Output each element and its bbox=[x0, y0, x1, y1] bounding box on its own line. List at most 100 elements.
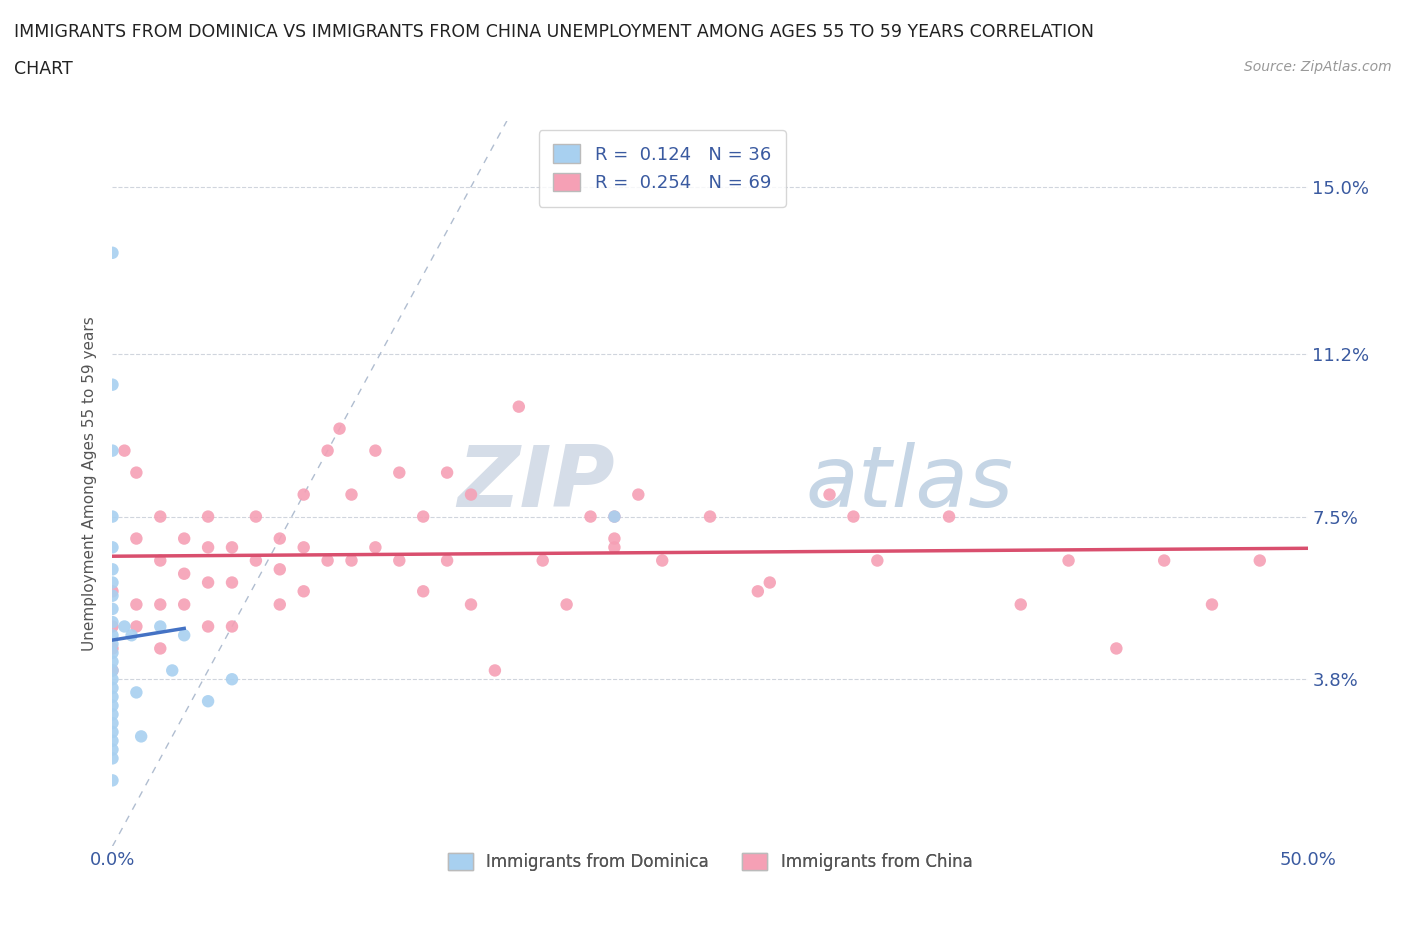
Point bbox=[101, 645, 124, 660]
Point bbox=[101, 641, 124, 656]
Point bbox=[759, 575, 782, 590]
Point bbox=[149, 509, 172, 524]
Point bbox=[101, 689, 124, 704]
Point bbox=[101, 584, 124, 599]
Point bbox=[101, 628, 124, 643]
Point bbox=[125, 531, 148, 546]
Point bbox=[460, 487, 482, 502]
Point bbox=[329, 421, 352, 436]
Point bbox=[1201, 597, 1223, 612]
Point bbox=[101, 671, 124, 686]
Point bbox=[149, 553, 172, 568]
Point bbox=[436, 553, 458, 568]
Point bbox=[101, 540, 124, 555]
Point bbox=[101, 707, 124, 722]
Point bbox=[101, 742, 124, 757]
Point bbox=[484, 663, 506, 678]
Point bbox=[197, 540, 219, 555]
Point bbox=[173, 566, 195, 581]
Point bbox=[364, 540, 387, 555]
Point bbox=[340, 487, 363, 502]
Point bbox=[579, 509, 602, 524]
Point bbox=[292, 540, 315, 555]
Point bbox=[101, 734, 124, 749]
Point bbox=[101, 773, 124, 788]
Point bbox=[173, 628, 195, 643]
Point bbox=[173, 531, 195, 546]
Point bbox=[1105, 641, 1128, 656]
Point bbox=[364, 444, 387, 458]
Point bbox=[125, 685, 148, 700]
Point bbox=[699, 509, 721, 524]
Point bbox=[197, 619, 219, 634]
Point bbox=[1010, 597, 1032, 612]
Point bbox=[101, 698, 124, 713]
Legend: Immigrants from Dominica, Immigrants from China: Immigrants from Dominica, Immigrants fro… bbox=[441, 846, 979, 878]
Point bbox=[221, 671, 243, 686]
Point bbox=[101, 619, 124, 634]
Point bbox=[173, 597, 195, 612]
Point bbox=[101, 378, 124, 392]
Point bbox=[101, 681, 124, 696]
Point bbox=[292, 584, 315, 599]
Text: atlas: atlas bbox=[806, 442, 1014, 525]
Point bbox=[531, 553, 554, 568]
Point bbox=[292, 487, 315, 502]
Point bbox=[245, 553, 267, 568]
Point bbox=[114, 619, 135, 634]
Point bbox=[412, 584, 434, 599]
Point bbox=[818, 487, 841, 502]
Point bbox=[269, 597, 291, 612]
Point bbox=[269, 562, 291, 577]
Point bbox=[101, 751, 124, 765]
Point bbox=[101, 575, 124, 590]
Point bbox=[388, 465, 411, 480]
Text: Source: ZipAtlas.com: Source: ZipAtlas.com bbox=[1244, 60, 1392, 74]
Point bbox=[129, 729, 152, 744]
Point bbox=[603, 509, 626, 524]
Point bbox=[603, 540, 626, 555]
Point bbox=[125, 597, 148, 612]
Point bbox=[101, 246, 124, 260]
Point bbox=[125, 619, 148, 634]
Point bbox=[245, 509, 267, 524]
Point bbox=[938, 509, 960, 524]
Point bbox=[412, 509, 434, 524]
Text: ZIP: ZIP bbox=[457, 442, 614, 525]
Point bbox=[627, 487, 650, 502]
Point bbox=[101, 509, 124, 524]
Point bbox=[603, 531, 626, 546]
Point bbox=[221, 575, 243, 590]
Point bbox=[221, 619, 243, 634]
Point bbox=[747, 584, 769, 599]
Point bbox=[101, 615, 124, 630]
Point bbox=[125, 465, 148, 480]
Point bbox=[316, 444, 339, 458]
Point bbox=[101, 589, 124, 604]
Text: CHART: CHART bbox=[14, 60, 73, 78]
Point bbox=[1153, 553, 1175, 568]
Point bbox=[101, 562, 124, 577]
Point bbox=[388, 553, 411, 568]
Point bbox=[101, 444, 124, 458]
Point bbox=[316, 553, 339, 568]
Point bbox=[114, 444, 135, 458]
Point bbox=[603, 509, 626, 524]
Point bbox=[460, 597, 482, 612]
Point bbox=[149, 641, 172, 656]
Point bbox=[221, 540, 243, 555]
Point bbox=[842, 509, 865, 524]
Point bbox=[101, 663, 124, 678]
Point bbox=[508, 399, 530, 414]
Text: IMMIGRANTS FROM DOMINICA VS IMMIGRANTS FROM CHINA UNEMPLOYMENT AMONG AGES 55 TO : IMMIGRANTS FROM DOMINICA VS IMMIGRANTS F… bbox=[14, 23, 1094, 41]
Point bbox=[436, 465, 458, 480]
Point bbox=[101, 716, 124, 731]
Point bbox=[555, 597, 578, 612]
Point bbox=[162, 663, 183, 678]
Point bbox=[340, 553, 363, 568]
Point bbox=[197, 575, 219, 590]
Point bbox=[149, 597, 172, 612]
Y-axis label: Unemployment Among Ages 55 to 59 years: Unemployment Among Ages 55 to 59 years bbox=[82, 316, 97, 651]
Point bbox=[121, 628, 143, 643]
Point bbox=[101, 724, 124, 739]
